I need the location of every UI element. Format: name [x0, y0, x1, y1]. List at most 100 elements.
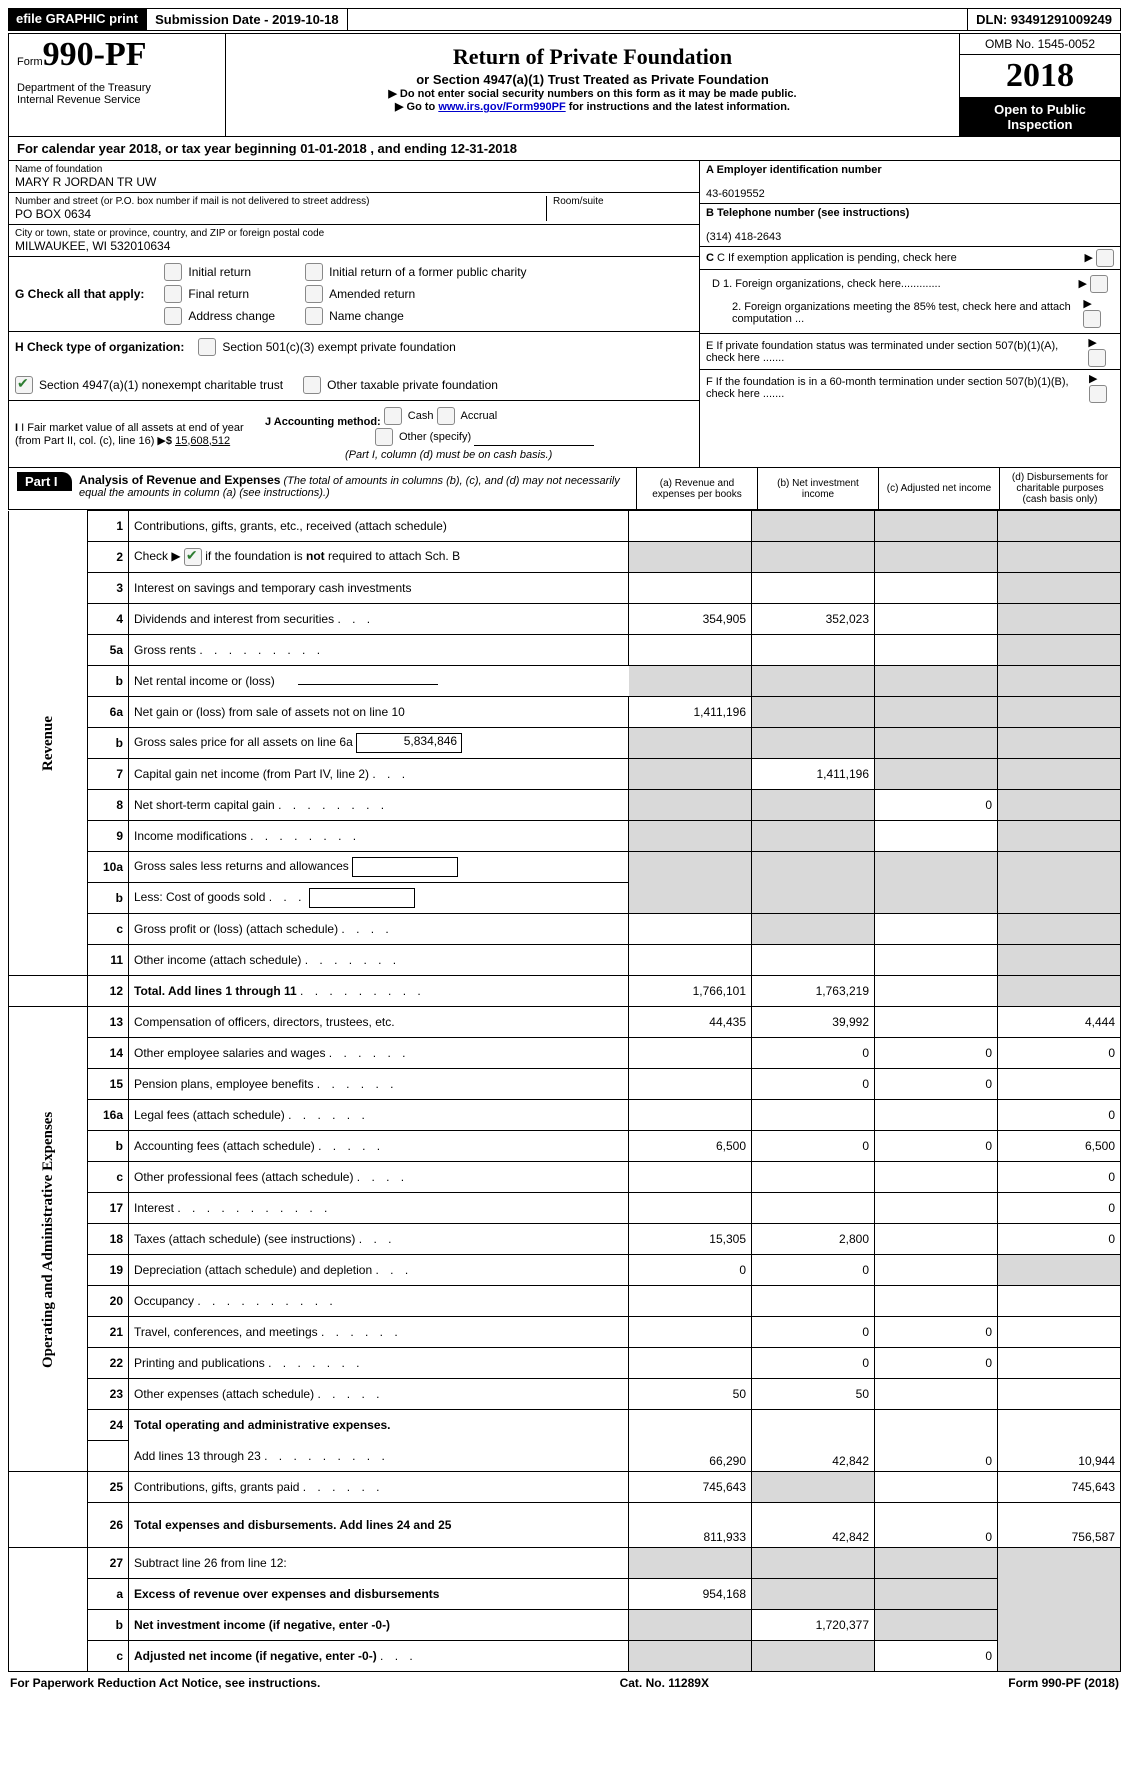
table-row: 26Total expenses and disbursements. Add …	[9, 1503, 1121, 1548]
col-b-header: (b) Net investment income	[758, 468, 879, 509]
checkbox-icon	[305, 285, 323, 303]
part1-badge: Part I	[17, 472, 72, 491]
row-ij: I I Fair market value of all assets at e…	[9, 401, 699, 467]
table-row: 8Net short-term capital gain . . . . . .…	[9, 790, 1121, 821]
city-cell: City or town, state or province, country…	[9, 225, 699, 257]
header-right: OMB No. 1545-0052 2018 Open to Public In…	[959, 34, 1120, 136]
table-row: aExcess of revenue over expenses and dis…	[9, 1579, 1121, 1610]
h-501c3[interactable]: Section 501(c)(3) exempt private foundat…	[198, 338, 455, 356]
efile-badge: efile GRAPHIC print	[8, 8, 146, 31]
table-row: 27Subtract line 26 from line 12:	[9, 1548, 1121, 1579]
e-cell: E If private foundation status was termi…	[700, 334, 1120, 370]
table-row: 23Other expenses (attach schedule) . . .…	[9, 1379, 1121, 1410]
table-row: bNet rental income or (loss)	[9, 666, 1121, 697]
checkbox-icon	[375, 428, 393, 446]
g-final-return[interactable]: Final return	[164, 285, 275, 303]
d2-label: 2. Foreign organizations meeting the 85%…	[712, 301, 1077, 325]
checkbox-checked-icon[interactable]	[184, 548, 202, 566]
table-row: 17Interest . . . . . . . . . . .0	[9, 1193, 1121, 1224]
inline-value-box: 5,834,846	[356, 733, 462, 753]
d-cell: D 1. Foreign organizations, check here..…	[700, 270, 1120, 334]
row-g: G Check all that apply: Initial return I…	[9, 257, 699, 332]
checkbox-icon	[437, 407, 455, 425]
topbar-spacer	[348, 8, 968, 31]
checkbox-icon	[305, 263, 323, 281]
table-row: 10aGross sales less returns and allowanc…	[9, 852, 1121, 883]
table-row: 12Total. Add lines 1 through 11 . . . . …	[9, 976, 1121, 1007]
h-4947a1[interactable]: Section 4947(a)(1) nonexempt charitable …	[15, 376, 283, 394]
table-row: 16aLegal fees (attach schedule) . . . . …	[9, 1100, 1121, 1131]
form-number: 990-PF	[43, 36, 147, 73]
j-label: J Accounting method:	[265, 416, 381, 428]
table-row: cGross profit or (loss) (attach schedule…	[9, 914, 1121, 945]
i-value: 15,608,512	[175, 435, 230, 447]
checkbox-icon	[305, 307, 323, 325]
a-label: A Employer identification number	[706, 164, 882, 176]
table-row: 15Pension plans, employee benefits . . .…	[9, 1069, 1121, 1100]
header-center: Return of Private Foundation or Section …	[226, 34, 959, 136]
checkbox-checked-icon	[15, 376, 33, 394]
checkbox-icon[interactable]	[1090, 275, 1108, 293]
tax-year: 2018	[960, 55, 1120, 98]
row-h: H Check type of organization: Section 50…	[9, 332, 699, 401]
checkbox-icon	[384, 407, 402, 425]
footer-left: For Paperwork Reduction Act Notice, see …	[10, 1676, 320, 1690]
d1-label: D 1. Foreign organizations, check here..…	[712, 278, 941, 290]
checkbox-icon	[164, 307, 182, 325]
foundation-name-cell: Name of foundation MARY R JORDAN TR UW	[9, 161, 699, 193]
table-row: bNet investment income (if negative, ent…	[9, 1610, 1121, 1641]
inline-value-box	[309, 888, 415, 908]
calendar-year-line: For calendar year 2018, or tax year begi…	[8, 137, 1121, 161]
identity-right: A Employer identification number 43-6019…	[699, 161, 1120, 467]
f-label: F If the foundation is in a 60-month ter…	[706, 376, 1083, 400]
public-inspection-badge: Open to Public Inspection	[960, 98, 1120, 136]
checkbox-icon[interactable]	[1083, 310, 1101, 328]
table-row: cAdjusted net income (if negative, enter…	[9, 1641, 1121, 1672]
address-row: Number and street (or P.O. box number if…	[9, 193, 699, 225]
j-accrual[interactable]: Accrual	[437, 407, 498, 425]
goto-prefix: ▶ Go to	[395, 101, 438, 113]
form-header: Form990-PF Department of the Treasury In…	[8, 33, 1121, 137]
table-row: 4Dividends and interest from securities …	[9, 604, 1121, 635]
header-left: Form990-PF Department of the Treasury In…	[9, 34, 226, 136]
b-value: (314) 418-2643	[706, 231, 781, 243]
part1-header-row: Part I Analysis of Revenue and Expenses …	[8, 468, 1121, 510]
table-row: 14Other employee salaries and wages . . …	[9, 1038, 1121, 1069]
col-d-header: (d) Disbursements for charitable purpose…	[1000, 468, 1120, 509]
j-cash[interactable]: Cash	[384, 407, 434, 425]
e-label: E If private foundation status was termi…	[706, 340, 1082, 364]
table-row: Revenue 1Contributions, gifts, grants, e…	[9, 511, 1121, 542]
table-row: 6aNet gain or (loss) from sale of assets…	[9, 697, 1121, 728]
checkbox-icon[interactable]	[1096, 249, 1114, 267]
expenses-side-label: Operating and Administrative Expenses	[9, 1007, 88, 1472]
table-row: 3Interest on savings and temporary cash …	[9, 573, 1121, 604]
h-other-taxable[interactable]: Other taxable private foundation	[303, 376, 498, 394]
g-initial-return[interactable]: Initial return	[164, 263, 275, 281]
a-cell: A Employer identification number 43-6019…	[700, 161, 1120, 204]
part1-table: Revenue 1Contributions, gifts, grants, e…	[8, 510, 1121, 1672]
top-bar: efile GRAPHIC print Submission Date - 20…	[8, 8, 1121, 31]
g-address-change[interactable]: Address change	[164, 307, 275, 325]
table-row: 19Depreciation (attach schedule) and dep…	[9, 1255, 1121, 1286]
j-other[interactable]: Other (specify)	[375, 428, 471, 446]
g-amended[interactable]: Amended return	[305, 285, 526, 303]
g-initial-former[interactable]: Initial return of a former public charit…	[305, 263, 526, 281]
ssn-warning: ▶ Do not enter social security numbers o…	[232, 87, 953, 100]
g-name-change[interactable]: Name change	[305, 307, 526, 325]
irs-link[interactable]: www.irs.gov/Form990PF	[438, 101, 565, 113]
b-cell: B Telephone number (see instructions) (3…	[700, 204, 1120, 247]
checkbox-icon[interactable]	[1088, 349, 1106, 367]
g-label: G Check all that apply:	[15, 287, 144, 301]
omb-number: OMB No. 1545-0052	[960, 34, 1120, 55]
j-note: (Part I, column (d) must be on cash basi…	[345, 449, 552, 461]
table-row: 11Other income (attach schedule) . . . .…	[9, 945, 1121, 976]
foundation-name-label: Name of foundation	[15, 164, 693, 175]
identity-grid: Name of foundation MARY R JORDAN TR UW N…	[8, 161, 1121, 468]
table-row: 2Check ▶ if the foundation is not requir…	[9, 542, 1121, 573]
table-row: cOther professional fees (attach schedul…	[9, 1162, 1121, 1193]
table-row: 18Taxes (attach schedule) (see instructi…	[9, 1224, 1121, 1255]
checkbox-icon[interactable]	[1089, 385, 1107, 403]
footer-catno: Cat. No. 11289X	[620, 1676, 709, 1690]
city-value: MILWAUKEE, WI 532010634	[15, 239, 693, 253]
revenue-side-label: Revenue	[9, 511, 88, 976]
